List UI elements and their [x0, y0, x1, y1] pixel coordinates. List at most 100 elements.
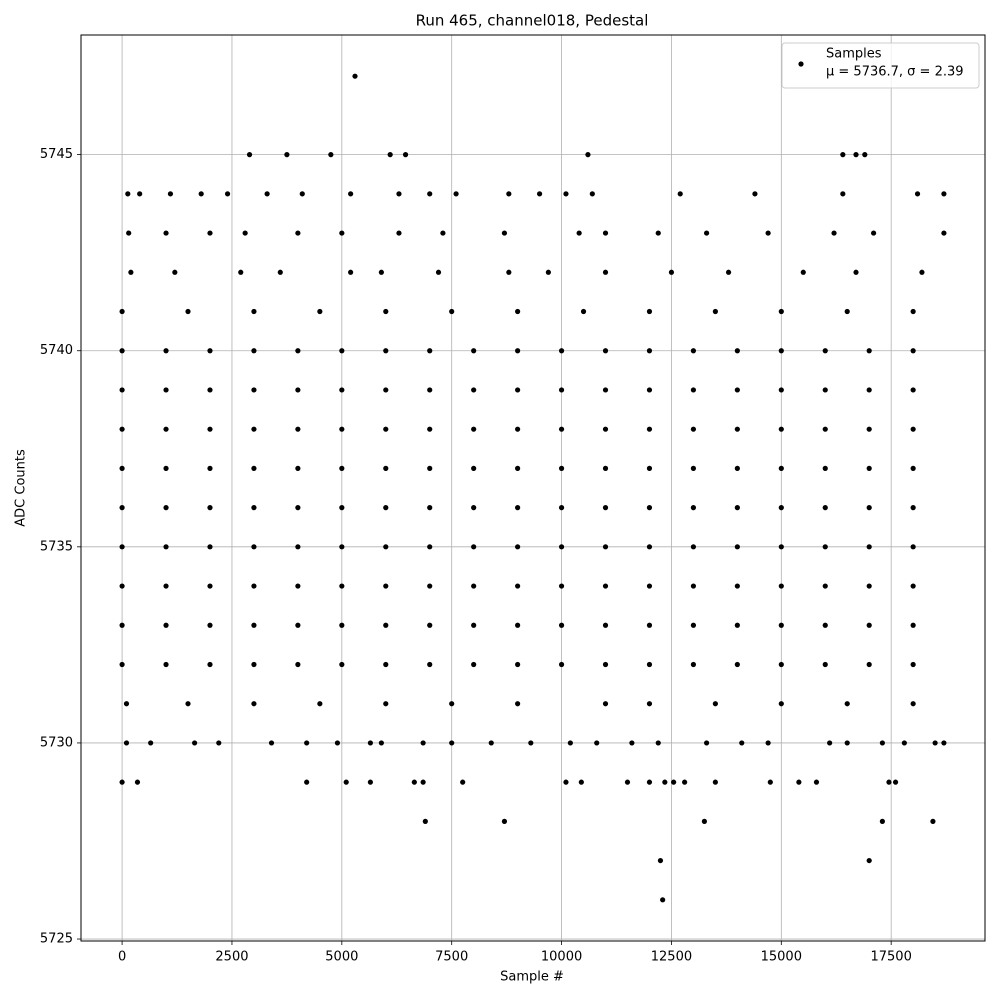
point	[941, 230, 947, 236]
point	[558, 622, 565, 628]
point	[304, 779, 310, 785]
point	[734, 622, 740, 628]
point	[515, 426, 521, 432]
point	[879, 740, 885, 746]
point	[536, 191, 543, 197]
point	[339, 348, 345, 354]
point	[870, 230, 877, 236]
point	[427, 426, 433, 432]
point	[207, 583, 213, 589]
point	[602, 544, 609, 550]
point	[411, 779, 417, 785]
y-axis-label: ADC Counts	[14, 449, 29, 527]
point	[734, 661, 740, 668]
point	[435, 269, 442, 275]
point	[471, 465, 477, 471]
point	[910, 661, 916, 668]
point	[299, 191, 305, 197]
point	[778, 701, 784, 707]
point	[602, 387, 609, 393]
point	[778, 387, 784, 393]
point	[558, 426, 565, 432]
point	[515, 544, 521, 550]
point	[646, 426, 653, 432]
point	[352, 73, 358, 79]
point	[660, 897, 666, 903]
point	[844, 740, 850, 746]
point	[910, 701, 916, 707]
point	[822, 622, 828, 628]
point	[207, 465, 213, 471]
point	[734, 348, 740, 354]
x-tick-label: 17500	[870, 950, 911, 965]
point	[427, 191, 433, 197]
point	[251, 348, 257, 354]
point	[167, 191, 174, 197]
point	[866, 348, 872, 354]
point	[602, 505, 609, 511]
point	[734, 465, 740, 471]
point	[515, 465, 521, 471]
point	[295, 505, 301, 511]
point	[119, 348, 125, 354]
point	[734, 505, 740, 511]
point	[207, 622, 213, 628]
point	[471, 544, 477, 550]
point	[602, 426, 609, 432]
point	[295, 348, 301, 354]
point	[251, 583, 257, 589]
point	[778, 348, 784, 354]
x-tick-label: 2500	[215, 950, 248, 965]
x-tick-label: 5000	[325, 950, 358, 965]
legend-marker	[798, 61, 804, 67]
point	[427, 348, 433, 354]
point	[822, 505, 828, 511]
point	[734, 387, 740, 393]
point	[163, 583, 169, 589]
point	[501, 818, 508, 824]
point	[471, 622, 477, 628]
y-tick-label: 5740	[40, 343, 73, 358]
point	[655, 740, 661, 746]
point	[119, 308, 125, 315]
point	[339, 465, 345, 471]
point	[822, 426, 828, 432]
point	[339, 387, 345, 393]
point	[137, 191, 143, 197]
point	[163, 465, 169, 471]
point	[778, 505, 784, 511]
x-axis-label: Sample #	[500, 970, 564, 985]
point	[295, 465, 301, 471]
point	[910, 622, 916, 628]
point	[866, 857, 872, 864]
point	[119, 544, 125, 550]
point	[910, 544, 916, 550]
point	[662, 779, 668, 785]
point	[334, 740, 341, 746]
x-tick-label: 10000	[541, 950, 582, 965]
chart-title: Run 465, channel018, Pedestal	[416, 12, 649, 30]
point	[646, 387, 653, 393]
point	[910, 387, 916, 393]
point	[268, 740, 275, 746]
point	[471, 505, 477, 511]
x-tick-label: 0	[118, 950, 126, 965]
point	[207, 426, 213, 432]
point	[501, 230, 508, 236]
point	[163, 387, 169, 393]
point	[422, 818, 428, 824]
point	[295, 426, 301, 432]
point	[216, 740, 222, 746]
point	[242, 230, 248, 236]
point	[941, 191, 947, 197]
point	[879, 818, 885, 824]
point	[919, 269, 925, 275]
point	[822, 544, 828, 550]
point	[866, 426, 872, 432]
point	[246, 152, 253, 158]
point	[594, 740, 600, 746]
point	[558, 661, 565, 668]
point	[277, 269, 283, 275]
point	[602, 465, 609, 471]
